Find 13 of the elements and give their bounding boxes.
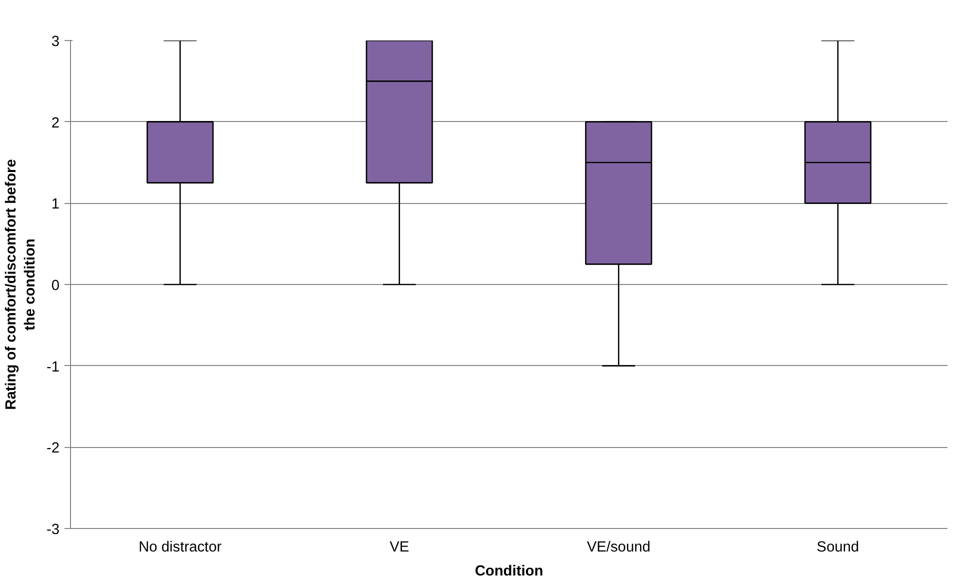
y-tick-label: 2 bbox=[51, 115, 60, 132]
y-tick-label: -2 bbox=[46, 440, 60, 457]
y-tick-label: 3 bbox=[51, 34, 60, 50]
y-tick-label: 1 bbox=[51, 196, 60, 213]
y-tick-label: -3 bbox=[46, 522, 60, 538]
y-tick-label: -1 bbox=[46, 359, 60, 376]
x-tick-label: No distractor bbox=[138, 540, 222, 556]
y-tick-label: 0 bbox=[51, 278, 60, 294]
x-axis-title: Condition bbox=[474, 564, 544, 580]
x-tick-label: VE/sound bbox=[586, 540, 650, 556]
y-axis-title: Rating of comfort/discomfort before the condition bbox=[3, 159, 38, 410]
x-tick-label: VE bbox=[390, 540, 410, 556]
x-tick-label: Sound bbox=[816, 540, 860, 556]
